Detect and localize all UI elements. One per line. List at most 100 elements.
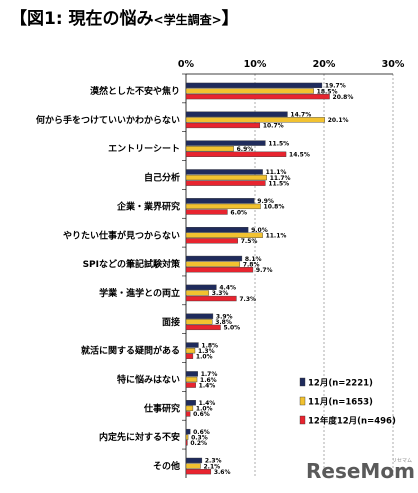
bar bbox=[185, 411, 191, 417]
bar bbox=[185, 405, 194, 411]
bar bbox=[185, 151, 287, 157]
legend-swatch bbox=[299, 396, 306, 406]
bar bbox=[185, 376, 198, 383]
bar bbox=[185, 82, 323, 89]
bar bbox=[185, 295, 237, 302]
bar bbox=[185, 93, 330, 100]
bar bbox=[185, 342, 199, 348]
bar bbox=[185, 457, 203, 464]
data-label: 3.8% bbox=[215, 319, 232, 326]
bar bbox=[185, 290, 209, 296]
bar bbox=[185, 203, 261, 210]
category-label: 特に悩みはない bbox=[117, 374, 180, 386]
legend-label: 12月(n=2221) bbox=[308, 379, 373, 389]
data-label: 6.9% bbox=[237, 146, 254, 153]
bar bbox=[185, 382, 196, 388]
data-label: 11.1% bbox=[266, 169, 287, 176]
watermark-small: リセマム bbox=[392, 458, 412, 464]
bar bbox=[185, 180, 266, 186]
x-tick-label: 0% bbox=[178, 59, 195, 70]
bar bbox=[185, 400, 196, 406]
bar bbox=[185, 434, 189, 440]
data-label: 19.7% bbox=[325, 83, 346, 90]
watermark-logo: ReseMom bbox=[306, 459, 415, 483]
data-label: 6.0% bbox=[230, 209, 247, 216]
data-label: 1.0% bbox=[196, 354, 213, 361]
data-label: 8.1% bbox=[245, 256, 262, 263]
bar bbox=[185, 267, 254, 273]
x-tick-label: 20% bbox=[313, 59, 336, 70]
category-label: 仕事研究 bbox=[143, 402, 180, 414]
data-label: 1.0% bbox=[196, 406, 213, 413]
bar bbox=[185, 463, 201, 469]
bar bbox=[185, 284, 217, 290]
bar bbox=[185, 313, 214, 319]
bar bbox=[185, 238, 238, 244]
bar bbox=[185, 428, 191, 435]
bar bbox=[185, 209, 228, 215]
data-label: 4.4% bbox=[219, 285, 236, 292]
bar bbox=[185, 353, 194, 359]
bar bbox=[185, 255, 243, 262]
data-label: 2.1% bbox=[203, 463, 220, 470]
category-label: 漠然とした不安や焦り bbox=[90, 85, 180, 97]
data-label: 11.1% bbox=[266, 233, 287, 240]
data-label: 1.7% bbox=[201, 371, 218, 378]
data-label: 0.3% bbox=[191, 434, 208, 441]
data-label: 2.3% bbox=[205, 458, 222, 465]
data-label: 1.6% bbox=[200, 377, 217, 384]
category-label: 自己分析 bbox=[144, 172, 180, 184]
bar bbox=[185, 261, 241, 267]
data-label: 3.9% bbox=[216, 313, 233, 320]
data-label: 1.8% bbox=[201, 342, 218, 349]
bar bbox=[185, 371, 198, 377]
title-close-bracket: 】 bbox=[221, 9, 239, 29]
data-label: 1.4% bbox=[199, 400, 216, 407]
data-label: 14.7% bbox=[290, 112, 311, 119]
category-label: 就活に関する疑問がある bbox=[81, 345, 180, 357]
bar bbox=[185, 198, 255, 204]
bar bbox=[185, 440, 188, 446]
data-label: 1.3% bbox=[198, 348, 215, 355]
bar bbox=[185, 146, 234, 152]
category-label: SPIなどの筆記試験対策 bbox=[83, 258, 181, 270]
category-label: 面接 bbox=[162, 316, 180, 328]
title-main: 図1: 現在の悩み bbox=[27, 9, 154, 29]
category-label: やりたい仕事が見つからない bbox=[63, 229, 180, 241]
bar bbox=[185, 88, 314, 94]
x-tick-label: 30% bbox=[382, 59, 405, 70]
data-label: 11.5% bbox=[268, 180, 289, 187]
bar bbox=[185, 174, 267, 181]
data-label: 0.6% bbox=[193, 429, 210, 436]
data-label: 5.0% bbox=[224, 325, 241, 332]
data-label: 9.7% bbox=[256, 267, 273, 274]
data-label: 7.8% bbox=[243, 261, 260, 268]
data-label: 11.7% bbox=[270, 175, 291, 182]
data-label: 18.5% bbox=[317, 88, 338, 95]
category-label: 学業・進学との両立 bbox=[99, 287, 180, 299]
category-label: 企業・業界研究 bbox=[116, 200, 180, 212]
category-label: その他 bbox=[153, 460, 180, 472]
bar bbox=[185, 140, 266, 146]
data-label: 10.7% bbox=[263, 123, 284, 130]
legend-label: 11月(n=1653) bbox=[308, 398, 373, 408]
bar bbox=[185, 117, 325, 123]
data-label: 20.1% bbox=[328, 117, 349, 124]
bar bbox=[185, 469, 212, 475]
bar bbox=[185, 232, 263, 238]
legend-swatch bbox=[299, 415, 306, 425]
data-label: 3.3% bbox=[212, 290, 229, 297]
data-label: 0.6% bbox=[193, 411, 210, 418]
data-label: 7.3% bbox=[239, 296, 256, 303]
data-label: 7.5% bbox=[241, 238, 258, 245]
bar bbox=[185, 122, 261, 129]
data-label: 20.8% bbox=[333, 94, 354, 101]
bar bbox=[185, 348, 196, 354]
category-label: エントリーシート bbox=[108, 144, 180, 155]
data-label: 11.5% bbox=[268, 140, 289, 147]
legend-swatch bbox=[299, 377, 306, 387]
data-label: 0.2% bbox=[190, 440, 207, 447]
chart-title: 【図1: 現在の悩み<学生調査>】 bbox=[10, 4, 239, 34]
category-label: 内定先に対する不安 bbox=[99, 431, 180, 443]
